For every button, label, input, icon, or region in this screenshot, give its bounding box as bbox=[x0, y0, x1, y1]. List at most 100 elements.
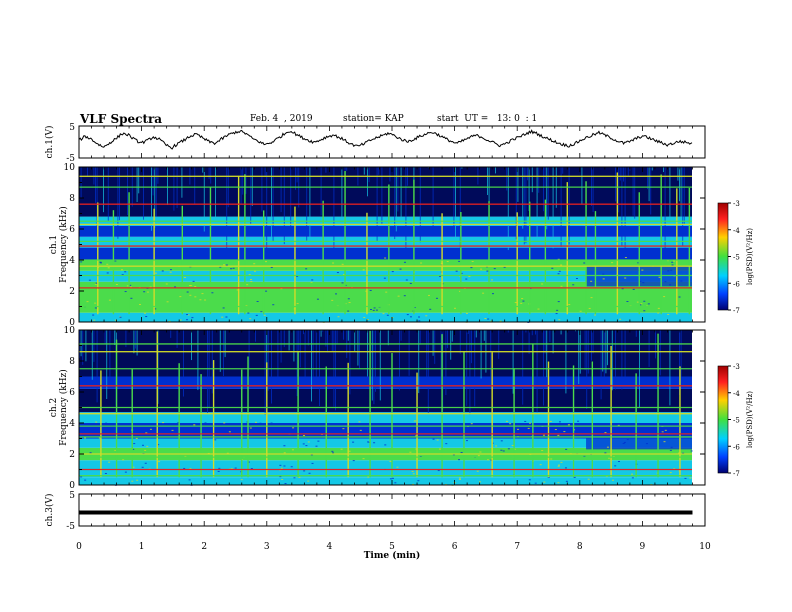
y-tick-label: 0 bbox=[69, 481, 75, 491]
spectrogram-noise bbox=[543, 167, 544, 212]
spectrogram-noise bbox=[590, 280, 593, 282]
spectrogram-noise bbox=[249, 427, 252, 429]
spectrogram-noise bbox=[621, 288, 624, 290]
y-tick-label: 8 bbox=[69, 194, 75, 204]
spectrogram-noise bbox=[502, 450, 505, 452]
spectrogram-noise bbox=[132, 466, 135, 468]
spectrogram-noise bbox=[684, 477, 687, 479]
spectrogram-noise bbox=[637, 262, 640, 264]
spectrogram-noise bbox=[618, 167, 620, 213]
spectrogram-noise bbox=[663, 441, 666, 443]
spectrogram-noise bbox=[568, 167, 570, 245]
spectrogram-noise bbox=[522, 300, 525, 302]
spectrogram-noise bbox=[279, 464, 282, 466]
spectrogram-noise bbox=[358, 421, 361, 423]
spectrogram-noise bbox=[245, 167, 247, 194]
spectrogram-noise bbox=[525, 167, 527, 244]
spectrogram-noise bbox=[531, 167, 533, 193]
spectrogram-noise bbox=[248, 330, 250, 369]
spectrogram-noise bbox=[151, 167, 152, 231]
spectrogram-noise bbox=[254, 421, 257, 423]
spectrogram-noise bbox=[342, 428, 345, 430]
spectrogram-noise bbox=[577, 420, 580, 422]
spectrogram-noise bbox=[283, 330, 285, 348]
spectrogram-noise bbox=[132, 434, 135, 436]
spectrogram-noise bbox=[370, 308, 373, 310]
spectrogram-noise bbox=[604, 452, 607, 454]
spectrogram-noise bbox=[549, 330, 551, 343]
spectrogram-noise bbox=[511, 445, 514, 447]
spectrogram-noise bbox=[201, 293, 204, 295]
spectrogram-noise bbox=[475, 330, 477, 338]
colorbar-tick-label: -5 bbox=[733, 254, 740, 262]
spectrogram-noise bbox=[400, 330, 402, 341]
spectrogram-noise bbox=[558, 421, 561, 423]
spectrogram-noise bbox=[352, 441, 355, 443]
spectrogram-noise bbox=[320, 330, 322, 337]
spectrogram-noise bbox=[219, 330, 221, 372]
spectrogram-noise bbox=[461, 167, 463, 169]
spectrogram-noise bbox=[669, 167, 671, 221]
spectrogram-noise bbox=[303, 435, 306, 437]
spectrogram-noise bbox=[552, 330, 554, 354]
spectrogram-noise bbox=[96, 167, 98, 235]
spectrogram-noise bbox=[591, 330, 592, 361]
spectrogram-noise bbox=[602, 273, 605, 275]
spectrogram-noise bbox=[641, 269, 644, 271]
spectrogram-noise bbox=[281, 479, 284, 481]
spectrogram-noise bbox=[154, 167, 156, 228]
y-tick-label: 8 bbox=[69, 357, 75, 367]
spectrogram-noise bbox=[563, 431, 566, 433]
spectrogram-noise bbox=[192, 280, 195, 282]
spectrogram-noise bbox=[669, 330, 671, 406]
spectrogram-noise bbox=[119, 167, 120, 221]
spectrogram-noise bbox=[555, 313, 558, 315]
spectrogram-noise bbox=[95, 167, 96, 203]
spectrogram-noise bbox=[149, 428, 152, 430]
spectrogram-noise bbox=[512, 330, 514, 394]
spectrogram-noise bbox=[280, 288, 283, 290]
spectrogram-noise bbox=[124, 291, 127, 293]
spectrogram-noise bbox=[125, 330, 127, 348]
spectrogram-noise bbox=[536, 330, 538, 413]
spectrogram-noise bbox=[129, 284, 132, 286]
spectrogram-noise bbox=[86, 301, 89, 303]
spectrogram-noise bbox=[557, 258, 560, 260]
spectrogram-noise bbox=[194, 286, 197, 288]
spectrogram-noise bbox=[611, 479, 614, 481]
spectrogram-noise bbox=[551, 267, 554, 269]
spectrogram-noise bbox=[458, 459, 461, 461]
spectrogram-noise bbox=[124, 271, 127, 273]
spectrogram-noise bbox=[432, 438, 435, 440]
spectrogram-noise bbox=[284, 483, 287, 485]
spectrogram-noise bbox=[280, 330, 282, 363]
spectrogram-noise bbox=[106, 330, 108, 400]
spectrogram-noise bbox=[621, 429, 624, 431]
spectrogram-noise bbox=[217, 470, 220, 472]
spectrogram-noise bbox=[636, 301, 639, 303]
spectrogram-noise bbox=[95, 421, 98, 423]
spectrogram-noise bbox=[525, 330, 527, 333]
spectrogram-noise bbox=[480, 330, 482, 379]
spectrogram-noise bbox=[303, 470, 306, 472]
x-tick-label: 10 bbox=[699, 542, 711, 552]
spectrogram-noise bbox=[132, 448, 135, 450]
station-label: station= KAP bbox=[343, 114, 404, 124]
spectrogram-noise bbox=[583, 455, 586, 457]
spectrogram-noise bbox=[528, 167, 530, 211]
spectrogram-noise bbox=[293, 330, 295, 362]
spectrogram-noise bbox=[143, 291, 146, 293]
spectrogram-noise bbox=[251, 167, 253, 206]
spectrogram-noise bbox=[348, 450, 351, 452]
spectrogram-noise bbox=[490, 330, 492, 382]
spectrogram-noise bbox=[486, 459, 489, 461]
spectrogram-noise bbox=[490, 279, 493, 281]
spectrogram-noise bbox=[347, 298, 350, 300]
spectrogram-noise bbox=[524, 420, 527, 422]
spectrogram-noise bbox=[211, 330, 213, 394]
spectrogram-band bbox=[79, 281, 692, 313]
spectrogram-noise bbox=[420, 262, 423, 264]
spectrogram-noise bbox=[658, 276, 661, 278]
spectrogram-noise bbox=[603, 330, 605, 386]
spectrogram-noise bbox=[592, 330, 594, 354]
